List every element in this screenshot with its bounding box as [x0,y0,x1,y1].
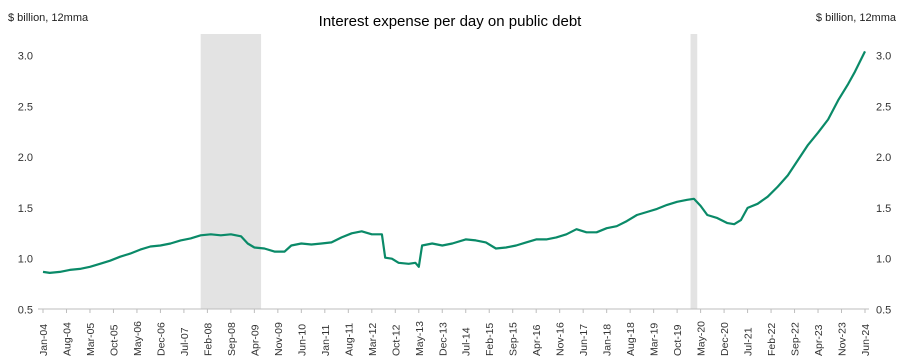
x-tick-label: Jun-17 [578,324,590,356]
y-tick-label-right: 2.0 [876,152,891,164]
x-tick-label: Jun-10 [296,324,308,356]
x-tick-label: Apr-09 [249,324,261,356]
x-tick-label: Apr-16 [531,324,543,356]
y-tick-label-left: 1.0 [18,254,33,266]
x-tick-label: Sep-08 [226,322,238,356]
recession-band [690,34,698,309]
interest-expense-line [42,50,866,274]
x-tick-label: Mar-19 [649,323,661,356]
y-tick-label-left: 0.5 [18,305,33,317]
x-tick-label: Oct-12 [390,324,402,356]
y-tick-label-right: 0.5 [876,305,891,317]
x-tick-label: Feb-22 [766,323,778,356]
x-tick-label: Jan-11 [320,325,332,356]
x-tick-label: Feb-08 [202,323,214,356]
x-tick-label: May-20 [696,321,708,356]
x-tick-label: Oct-05 [108,324,120,356]
y-tick-label-left: 1.5 [18,203,33,215]
y-axis-label-right: $ billion, 12mma [816,12,897,24]
x-tick-label: Sep-15 [508,322,520,356]
y-tick-label-left: 2.5 [18,101,33,113]
x-tick-label: Jul-14 [461,327,473,356]
x-tick-label: Jan-04 [38,324,50,356]
x-tick-label: Jun-24 [860,324,872,356]
x-tick-label: Aug-11 [343,323,355,356]
x-tick-label: Sep-22 [790,322,802,356]
x-tick-label: Jul-21 [743,327,755,356]
recession-bands [200,34,698,309]
recession-band [200,34,262,309]
x-tick-label: Aug-18 [625,322,637,356]
x-tick-label: Oct-19 [672,324,684,356]
x-tick-label: Mar-05 [85,323,97,356]
x-tick-label: May-13 [414,321,426,356]
y-tick-label-left: 3.0 [18,51,33,63]
x-tick-label: Nov-16 [555,322,567,356]
x-tick-label: Apr-23 [813,324,825,356]
y-tick-label-left: 2.0 [18,152,33,164]
x-tick-label: Nov-09 [273,322,285,356]
x-tick-label: Jul-07 [179,327,191,356]
y-tick-label-right: 1.5 [876,203,891,215]
y-tick-label-right: 2.5 [876,101,891,113]
x-tick-label: Dec-06 [155,322,167,356]
x-tick-label: Jan-18 [602,324,614,356]
y-tick-label-right: 3.0 [876,51,891,63]
x-tick-label: May-06 [132,321,144,356]
y-axis-ticks-right: 0.5 1.0 1.5 2.0 2.5 3.0 [876,51,891,317]
y-axis-label-left: $ billion, 12mma [8,12,89,24]
y-axis-ticks-left: 0.5 1.0 1.5 2.0 2.5 3.0 [18,51,33,317]
chart-title: Interest expense per day on public debt [319,13,583,30]
x-tick-label: Dec-13 [437,322,449,356]
x-tick-label: Nov-23 [837,322,849,356]
x-tick-label: Mar-12 [367,323,379,356]
y-tick-label-right: 1.0 [876,254,891,266]
x-tick-label: Dec-20 [719,322,731,356]
x-tick-label: Aug-04 [61,322,73,356]
x-axis-ticks: Jan-04 Aug-04 Mar-05 Oct-05 May-06 Dec-06 Jul-… [38,309,872,356]
x-tick-label: Feb-15 [484,323,496,356]
